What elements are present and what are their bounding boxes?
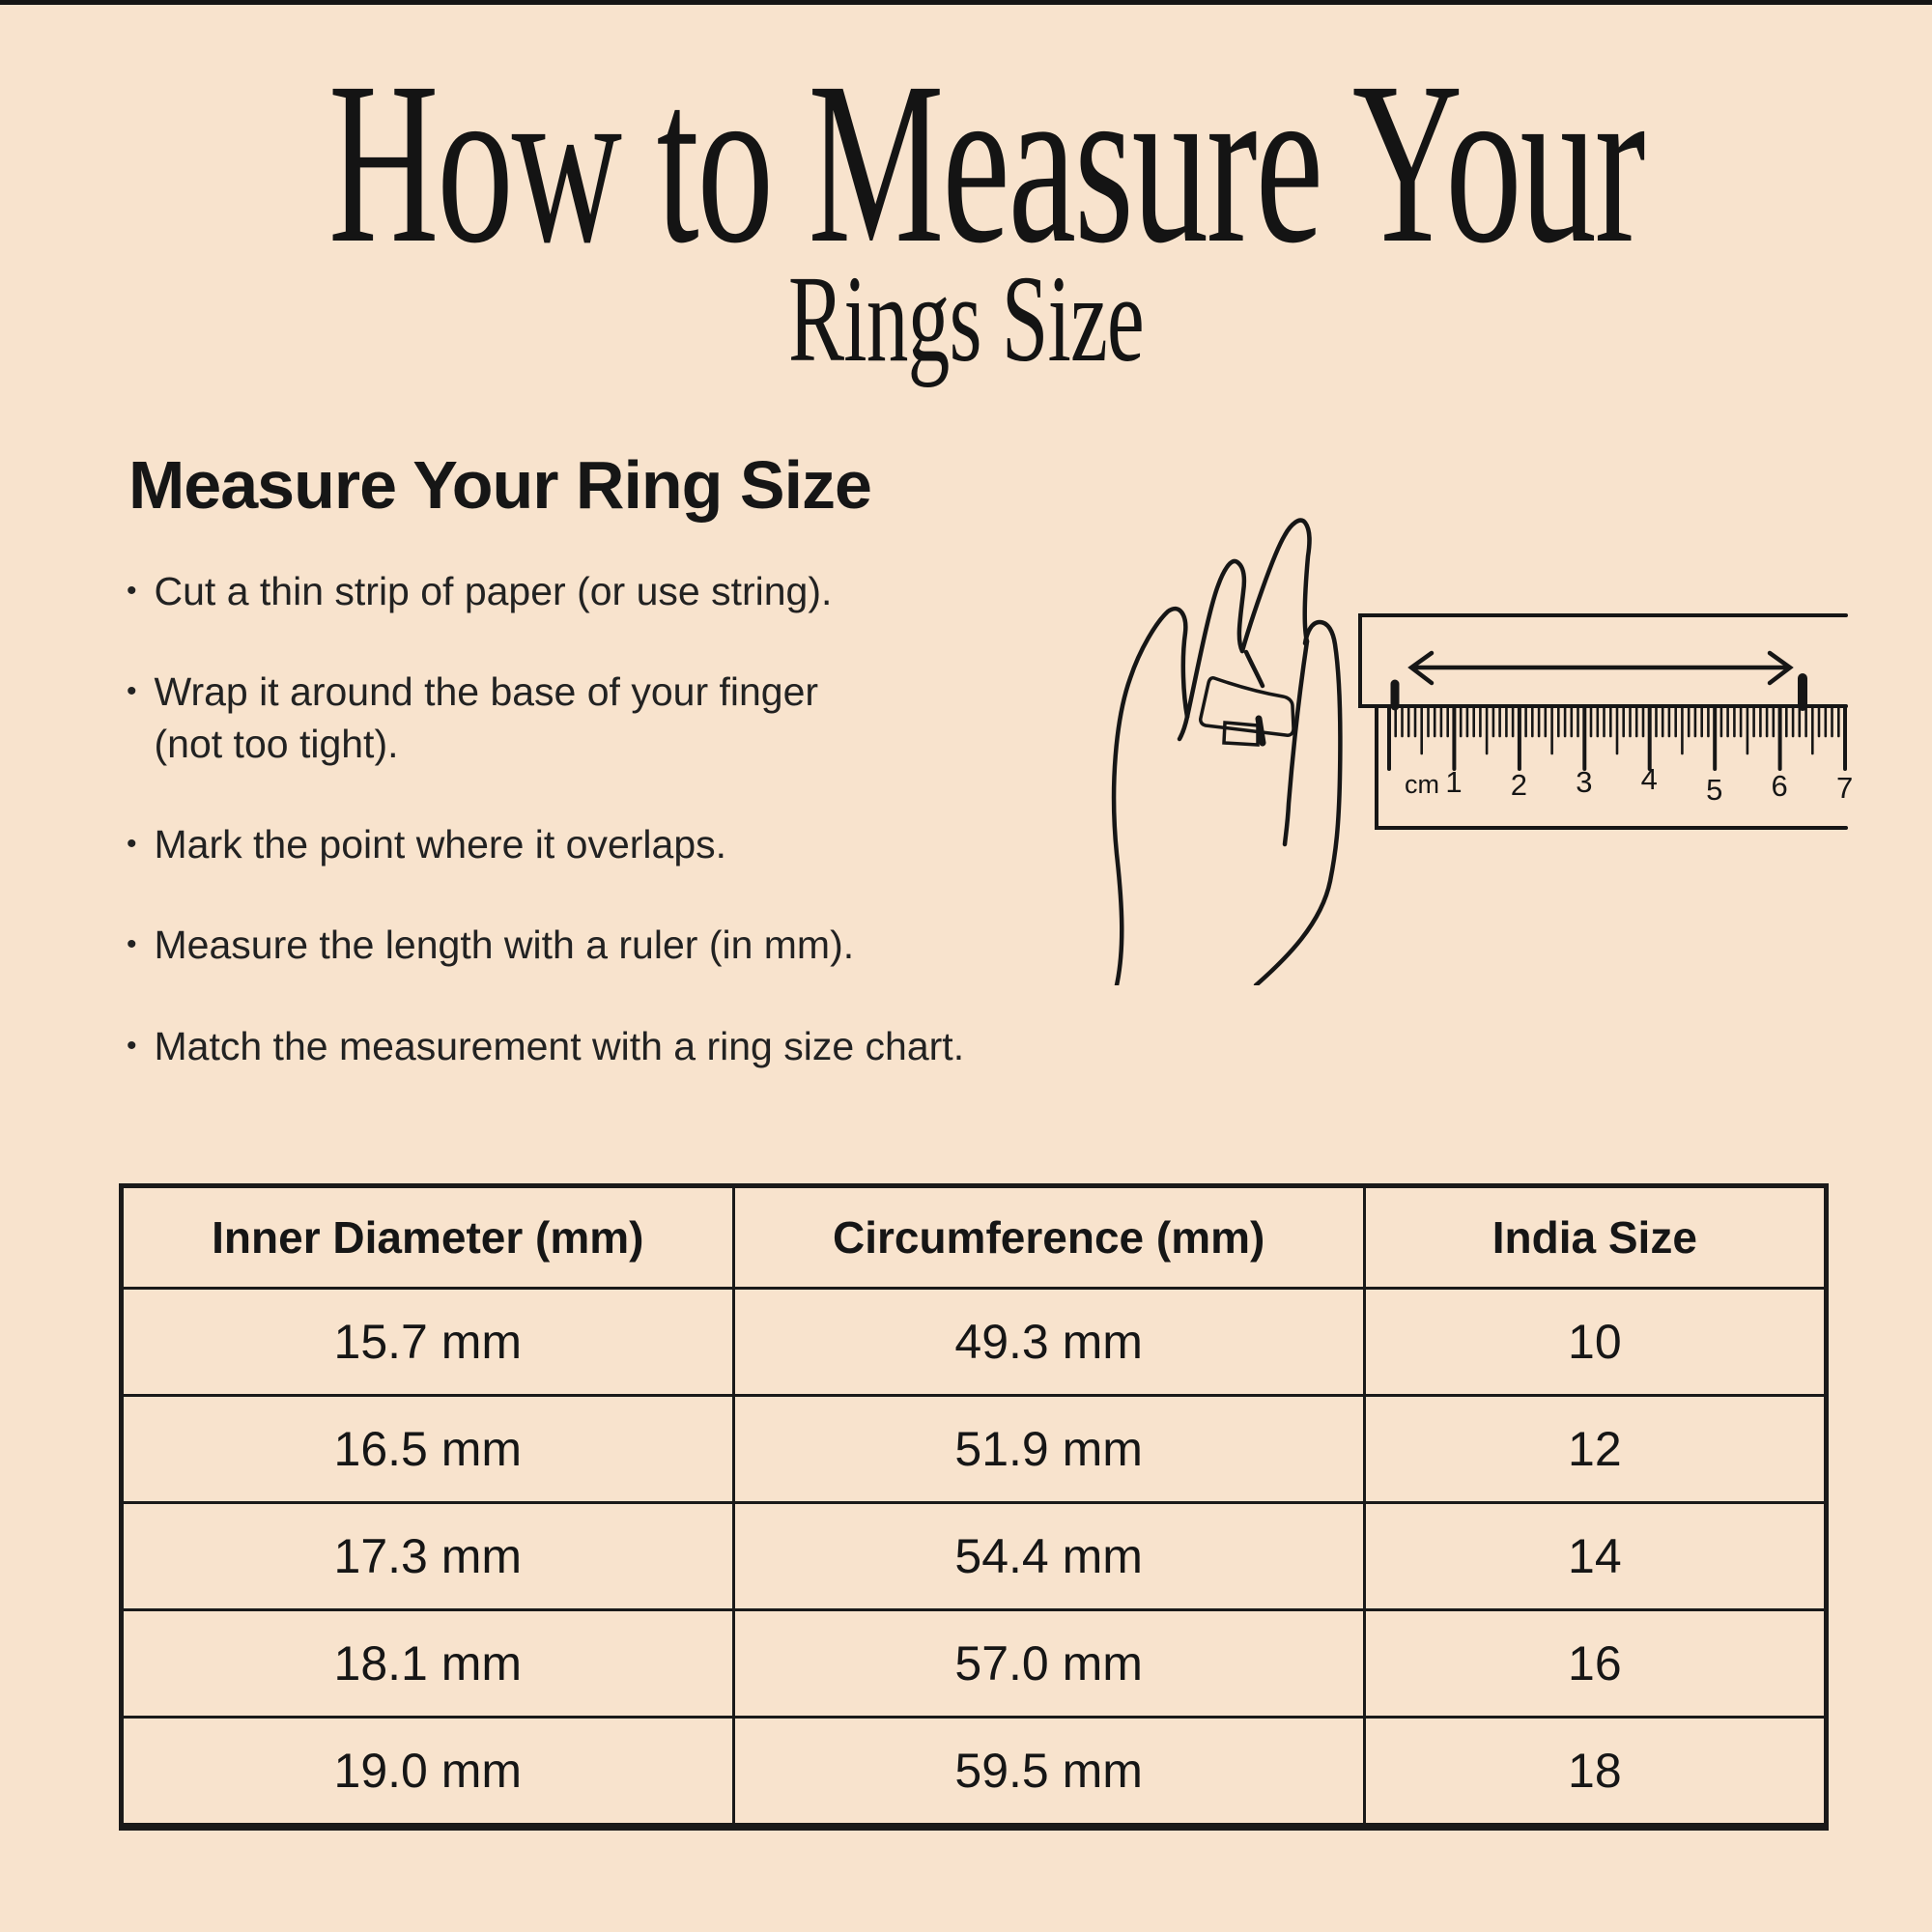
ruler-ticks — [1387, 705, 1847, 771]
ruler-outline — [1358, 613, 1848, 830]
table-cell: 16.5 mm — [120, 1394, 735, 1504]
paper-strip — [1199, 676, 1295, 747]
svg-text:3: 3 — [1576, 765, 1592, 799]
svg-text:4: 4 — [1641, 762, 1658, 796]
table-cell: 16 — [1362, 1608, 1829, 1719]
svg-text:cm: cm — [1405, 770, 1439, 799]
paper-strip-band — [1199, 676, 1295, 737]
middle-finger-outline — [1239, 518, 1312, 654]
table-cell: 59.5 mm — [731, 1716, 1366, 1829]
bullet-dot: • — [127, 1029, 137, 1062]
instruction-item: • Measure the length with a ruler (in mm)… — [127, 919, 964, 971]
table-row: 16.5 mm 51.9 mm 12 — [120, 1394, 1829, 1504]
overlap-mark — [1255, 715, 1266, 747]
instruction-item: • Cut a thin strip of paper (or use strin… — [127, 565, 964, 617]
ring-size-table: Inner Diameter (mm) Circumference (mm) Ind… — [119, 1183, 1829, 1831]
instruction-item: • Wrap it around the base of your finger … — [127, 666, 964, 770]
ruler-labels: cm 1 2 3 4 5 6 7 — [1405, 762, 1853, 807]
instruction-text: Measure the length with a ruler (in mm). — [154, 923, 855, 968]
bullet-dot: • — [127, 828, 137, 861]
table-cell: 10 — [1362, 1287, 1829, 1397]
table-row: 15.7 mm 49.3 mm 10 — [120, 1287, 1829, 1397]
instruction-text: Mark the point where it overlaps. — [154, 822, 727, 867]
hand-ruler-illustration: cm 1 2 3 4 5 6 7 — [1111, 518, 1853, 985]
instruction-text: Cut a thin strip of paper (or use string… — [154, 569, 833, 613]
svg-text:5: 5 — [1706, 773, 1722, 807]
svg-text:6: 6 — [1772, 769, 1788, 803]
hand-drawing — [1111, 518, 1343, 985]
bullet-dot: • — [127, 575, 137, 607]
svg-text:7: 7 — [1836, 771, 1853, 805]
table-cell: 12 — [1362, 1394, 1829, 1504]
table-header-cell: Circumference (mm) — [731, 1184, 1366, 1290]
thumb-and-wrist-right-outline — [1253, 619, 1343, 985]
bullet-dot: • — [127, 675, 137, 708]
svg-text:2: 2 — [1511, 768, 1527, 802]
table-cell: 18 — [1362, 1716, 1829, 1829]
ring-finger-outline — [1184, 558, 1247, 720]
svg-text:1: 1 — [1445, 765, 1462, 799]
page-title: How to Measure Your Rings Size — [0, 46, 1932, 381]
measurement-arrow — [1407, 650, 1794, 686]
table-cell: 51.9 mm — [731, 1394, 1366, 1504]
knuckle-line — [1243, 649, 1265, 689]
pinky-and-palm-left-outline — [1111, 606, 1190, 985]
top-border-rule — [0, 0, 1932, 5]
instruction-list: • Cut a thin strip of paper (or use strin… — [127, 565, 964, 1121]
table-row: 17.3 mm 54.4 mm 14 — [120, 1501, 1829, 1611]
table-row: 19.0 mm 59.5 mm 18 — [120, 1716, 1829, 1829]
table-header-cell: India Size — [1362, 1184, 1829, 1290]
pinky-webbing-line — [1177, 714, 1190, 742]
table-cell: 14 — [1362, 1501, 1829, 1611]
instruction-item: • Mark the point where it overlaps. — [127, 818, 964, 870]
title-line-2: Rings Size — [788, 250, 1145, 387]
table-row: 18.1 mm 57.0 mm 16 — [120, 1608, 1829, 1719]
table-cell: 15.7 mm — [120, 1287, 735, 1397]
table-cell: 17.3 mm — [120, 1501, 735, 1611]
table-header-cell: Inner Diameter (mm) — [120, 1184, 735, 1290]
instruction-text: Wrap it around the base of your finger (… — [154, 669, 819, 767]
paper-strip-fold — [1222, 721, 1260, 747]
table-cell: 19.0 mm — [120, 1716, 735, 1829]
table-cell: 49.3 mm — [731, 1287, 1366, 1397]
thumb-inner-edge — [1282, 639, 1310, 847]
bullet-dot: • — [127, 928, 137, 961]
table-cell: 57.0 mm — [731, 1608, 1366, 1719]
table-cell: 18.1 mm — [120, 1608, 735, 1719]
title-line-1: How to Measure Your — [328, 34, 1646, 291]
table-header-row: Inner Diameter (mm) Circumference (mm) Ind… — [120, 1184, 1829, 1290]
instruction-text: Match the measurement with a ring size c… — [154, 1023, 965, 1068]
table-cell: 54.4 mm — [731, 1501, 1366, 1611]
ruler-drawing — [1358, 613, 1848, 830]
instruction-item: • Match the measurement with a ring size … — [127, 1020, 964, 1072]
section-heading: Measure Your Ring Size — [128, 447, 872, 523]
